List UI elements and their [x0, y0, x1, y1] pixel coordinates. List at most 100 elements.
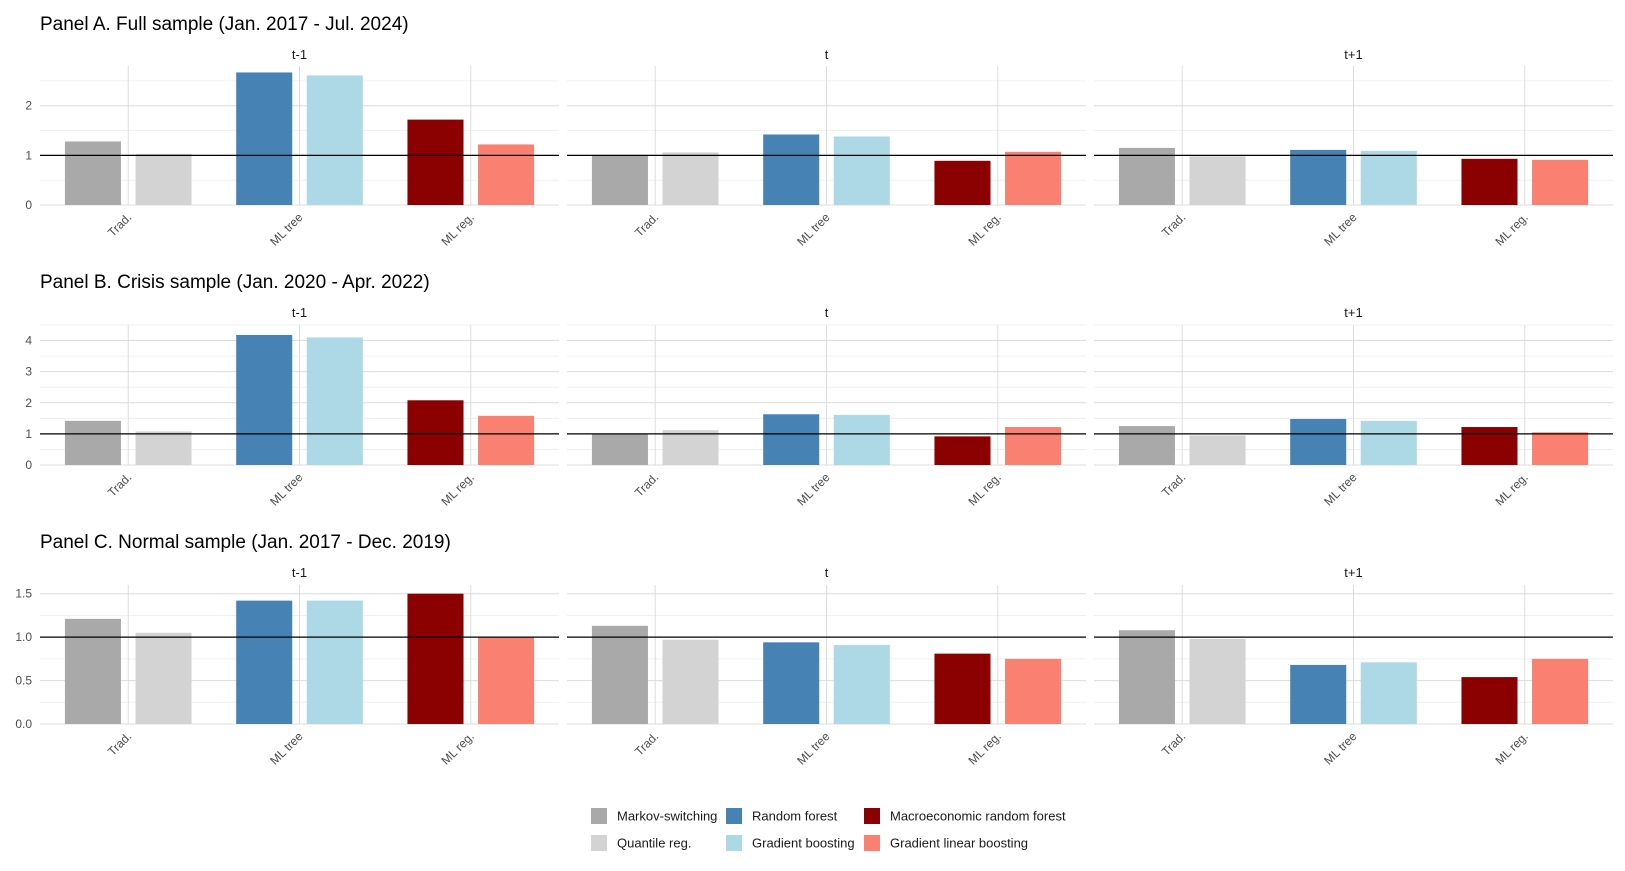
- bar-quantile-reg: [135, 632, 192, 724]
- bar-random-forest: [763, 642, 820, 724]
- bar-quantile-reg: [1189, 638, 1246, 724]
- bar-gradient-linear-boosting: [1005, 427, 1062, 465]
- x-tick-label: ML reg.: [1493, 470, 1531, 508]
- bar-gradient-boosting: [306, 337, 363, 465]
- facet-t-1: t+1 Trad. ML tree ML reg.: [1094, 565, 1613, 768]
- legend-item-gradient-linear-boosting: Gradient linear boosting: [864, 835, 1028, 851]
- bar-macroeconomic-random-forest: [1461, 677, 1518, 724]
- bar-macroeconomic-random-forest: [407, 593, 464, 724]
- bar-gradient-boosting: [1360, 150, 1417, 205]
- bar-markov-switching: [591, 154, 648, 205]
- facet-label: t: [825, 565, 829, 580]
- legend-swatch: [726, 808, 742, 824]
- bar-macroeconomic-random-forest: [934, 653, 991, 724]
- bar-macroeconomic-random-forest: [934, 160, 991, 205]
- facet-t: t Trad. ML tree ML reg.: [567, 47, 1086, 249]
- x-tick-label: Trad.: [632, 470, 661, 499]
- x-tick-label: Trad.: [1159, 729, 1188, 758]
- panel-title: Panel B. Crisis sample (Jan. 2020 - Apr.…: [40, 272, 430, 293]
- facet-label: t-1: [292, 565, 307, 580]
- bar-macroeconomic-random-forest: [1461, 158, 1518, 205]
- x-tick-label: ML tree: [1321, 729, 1360, 768]
- x-tick-label: ML tree: [1321, 210, 1360, 249]
- bar-quantile-reg: [135, 153, 192, 205]
- legend-label: Quantile reg.: [617, 836, 691, 851]
- x-tick-label: ML reg.: [1493, 729, 1531, 767]
- x-tick-label: ML reg.: [439, 210, 477, 248]
- x-tick-label: Trad.: [632, 210, 661, 239]
- y-tick-label: 2: [25, 99, 32, 113]
- legend-item-gradient-boosting: Gradient boosting: [726, 835, 855, 851]
- bar-quantile-reg: [135, 431, 192, 465]
- facet-t-1: t+1 Trad. ML tree ML reg.: [1094, 305, 1613, 509]
- legend-label: Gradient boosting: [752, 836, 855, 851]
- y-tick-label: 0.5: [15, 674, 32, 688]
- bar-markov-switching: [1118, 147, 1175, 205]
- facet-t-1: t-1 Trad. ML tree ML reg. 0 1 2 3 4: [25, 305, 559, 509]
- legend-label: Random forest: [752, 809, 838, 824]
- bar-gradient-linear-boosting: [1005, 151, 1062, 205]
- bar-gradient-boosting: [833, 414, 890, 465]
- legend-item-markov-switching: Markov-switching: [591, 808, 717, 824]
- legend-label: Markov-switching: [617, 809, 717, 824]
- facet-t-1: t+1 Trad. ML tree ML reg.: [1094, 47, 1613, 249]
- bar-markov-switching: [1118, 630, 1175, 724]
- y-tick-label: 0.0: [15, 717, 32, 731]
- bar-gradient-boosting: [1360, 662, 1417, 724]
- facet-t: t Trad. ML tree ML reg.: [567, 565, 1086, 768]
- x-tick-label: ML tree: [1321, 470, 1360, 509]
- x-tick-label: ML tree: [267, 210, 306, 249]
- x-tick-label: ML reg.: [966, 210, 1004, 248]
- bar-gradient-boosting: [306, 600, 363, 724]
- bar-random-forest: [763, 414, 820, 465]
- bar-random-forest: [1290, 149, 1347, 205]
- bar-quantile-reg: [1189, 435, 1246, 465]
- bar-quantile-reg: [662, 152, 719, 205]
- bar-quantile-reg: [662, 639, 719, 724]
- bar-random-forest: [1290, 418, 1347, 465]
- y-tick-label: 0: [25, 198, 32, 212]
- bar-markov-switching: [64, 420, 121, 465]
- x-tick-label: Trad.: [1159, 210, 1188, 239]
- x-tick-label: Trad.: [105, 729, 134, 758]
- bar-random-forest: [236, 72, 293, 205]
- facet-t-1: t-1 Trad. ML tree ML reg. 0 1 2: [25, 47, 559, 249]
- panels: Panel A. Full sample (Jan. 2017 - Jul. 2…: [15, 14, 1613, 768]
- x-tick-label: ML reg.: [439, 470, 477, 508]
- panel-title: Panel C. Normal sample (Jan. 2017 - Dec.…: [40, 532, 451, 553]
- bar-random-forest: [236, 600, 293, 724]
- panel-2: Panel B. Crisis sample (Jan. 2020 - Apr.…: [25, 272, 1613, 509]
- facet-label: t: [825, 305, 829, 320]
- bar-gradient-linear-boosting: [1532, 658, 1589, 724]
- y-tick-label: 1: [25, 148, 32, 162]
- y-tick-label: 1: [25, 427, 32, 441]
- x-tick-label: ML tree: [794, 210, 833, 249]
- legend: Markov-switching Quantile reg. Random fore…: [591, 808, 1066, 851]
- x-tick-label: Trad.: [1159, 470, 1188, 499]
- bar-quantile-reg: [1189, 156, 1246, 205]
- legend-item-quantile-reg: Quantile reg.: [591, 835, 691, 851]
- facet-label: t+1: [1344, 565, 1362, 580]
- bar-random-forest: [1290, 664, 1347, 724]
- x-tick-label: ML reg.: [966, 470, 1004, 508]
- bar-gradient-linear-boosting: [478, 415, 535, 465]
- y-tick-label: 3: [25, 365, 32, 379]
- x-tick-label: ML tree: [794, 470, 833, 509]
- bar-macroeconomic-random-forest: [407, 119, 464, 205]
- bar-macroeconomic-random-forest: [1461, 427, 1518, 465]
- bar-random-forest: [236, 334, 293, 465]
- bar-markov-switching: [1118, 426, 1175, 465]
- bar-gradient-boosting: [306, 75, 363, 205]
- x-tick-label: ML tree: [794, 729, 833, 768]
- bar-quantile-reg: [662, 430, 719, 465]
- x-tick-label: ML tree: [267, 729, 306, 768]
- bar-macroeconomic-random-forest: [934, 436, 991, 465]
- legend-swatch: [864, 808, 880, 824]
- x-tick-label: ML reg.: [966, 729, 1004, 767]
- facet-label: t-1: [292, 305, 307, 320]
- x-tick-label: Trad.: [105, 470, 134, 499]
- bar-markov-switching: [64, 141, 121, 205]
- facet-label: t+1: [1344, 47, 1362, 62]
- y-tick-label: 1.0: [15, 630, 32, 644]
